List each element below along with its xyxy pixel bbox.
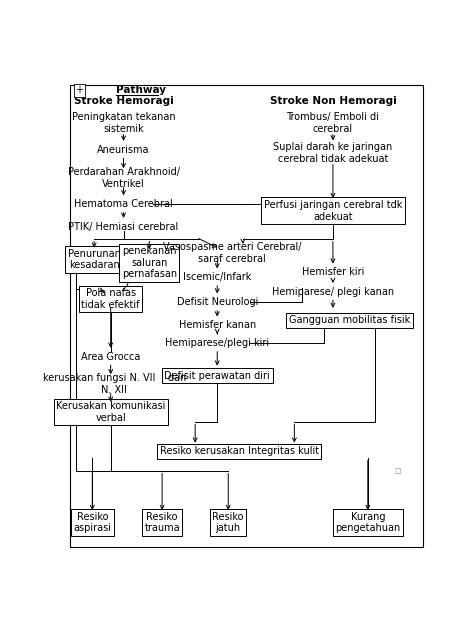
Text: Suplai darah ke jaringan
cerebral tidak adekuat: Suplai darah ke jaringan cerebral tidak … [273,142,392,164]
Text: Vasospasme arteri Cerebral/
saraf cerebral: Vasospasme arteri Cerebral/ saraf cerebr… [163,242,301,264]
Text: Resiko
aspirasi: Resiko aspirasi [73,512,111,533]
Text: Defisit Neurologi: Defisit Neurologi [176,297,258,307]
Text: Hematoma Cerebral: Hematoma Cerebral [74,199,173,209]
Text: Pola nafas
tidak efektif: Pola nafas tidak efektif [82,288,140,309]
Text: Kurang
pengetahuan: Kurang pengetahuan [335,512,401,533]
Text: PTIK/ Hemiasi cerebral: PTIK/ Hemiasi cerebral [68,222,179,232]
Text: Area Grocca: Area Grocca [81,351,140,361]
Text: Pathway: Pathway [116,86,166,96]
Text: kerusakan fungsi N. VII    dan
N. XII: kerusakan fungsi N. VII dan N. XII [43,373,186,395]
Text: Peningkatan tekanan
sistemik: Peningkatan tekanan sistemik [72,112,175,134]
Text: Hemiparese/ plegi kanan: Hemiparese/ plegi kanan [272,286,394,296]
Text: Hemiparese/plegi kiri: Hemiparese/plegi kiri [165,338,269,348]
Text: Perdarahan Arakhnoid/
Ventrikel: Perdarahan Arakhnoid/ Ventrikel [67,167,180,189]
Text: Aneurisma: Aneurisma [97,144,150,154]
Text: Perfusi jaringan cerebral tdk
adekuat: Perfusi jaringan cerebral tdk adekuat [264,200,402,221]
Text: Resiko
jatuh: Resiko jatuh [212,512,244,533]
Text: Resiko kerusakan Integritas kulit: Resiko kerusakan Integritas kulit [160,446,319,456]
Text: Stroke Non Hemoragi: Stroke Non Hemoragi [270,96,396,106]
Text: penekanan
saluran
pernafasan: penekanan saluran pernafasan [122,246,177,279]
Text: Kerusakan komunikasi
verbal: Kerusakan komunikasi verbal [56,401,165,422]
Text: Penurunan
kesadaran: Penurunan kesadaran [68,249,120,270]
Text: Iscemic/Infark: Iscemic/Infark [183,272,251,282]
Text: Resiko
trauma: Resiko trauma [144,512,180,533]
Text: Hemisfer kanan: Hemisfer kanan [179,320,256,330]
Text: Gangguan mobilitas fisik: Gangguan mobilitas fisik [289,316,410,326]
Text: Hemisfer kiri: Hemisfer kiri [302,268,364,278]
Text: Trombus/ Emboli di
cerebral: Trombus/ Emboli di cerebral [286,112,379,134]
Text: Defisit perawatan diri: Defisit perawatan diri [164,371,270,381]
Text: +: + [75,86,83,96]
Text: Stroke Hemoragi: Stroke Hemoragi [73,96,173,106]
Text: □: □ [394,468,401,474]
